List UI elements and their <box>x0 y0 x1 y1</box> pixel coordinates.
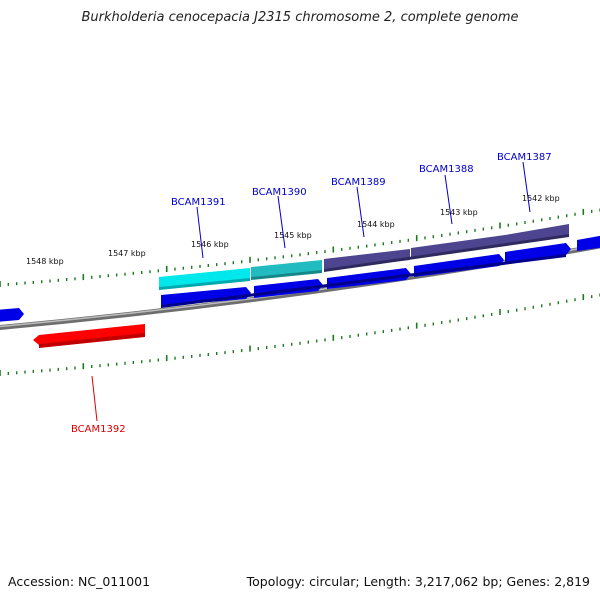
leader-bcam1388 <box>444 174 453 225</box>
label-bcam1389[interactable]: BCAM1389 <box>331 177 386 188</box>
cds-track <box>0 235 600 322</box>
gene-bcam1387-bar[interactable] <box>505 224 569 246</box>
cds-arrow-5[interactable] <box>505 243 571 263</box>
gene-bcam1392-bar[interactable] <box>33 324 145 345</box>
genome-title: Burkholderia cenocepacia J2315 chromosom… <box>81 10 519 25</box>
label-bcam1392[interactable]: BCAM1392 <box>71 424 126 435</box>
gene-bcam1390-bar[interactable] <box>251 260 322 278</box>
label-bcam1388[interactable]: BCAM1388 <box>419 164 474 175</box>
leader-bcam1389 <box>356 186 365 238</box>
gene-bcam1391-bar[interactable] <box>159 268 250 288</box>
gene-purple-shade <box>324 234 569 272</box>
gene-bcam1392-shade <box>39 333 145 348</box>
scale-label-1545: 1545 kbp <box>274 231 312 240</box>
forward-scale-ticks <box>0 208 600 287</box>
gene-leaders <box>91 161 531 422</box>
accession-text: Accession: NC_011001 <box>8 574 151 589</box>
scale-label-1543: 1543 kbp <box>440 208 478 217</box>
gene-bcam1390-shade <box>251 270 322 280</box>
label-bcam1387[interactable]: BCAM1387 <box>497 152 552 163</box>
leader-bcam1387 <box>522 161 531 213</box>
cds-arrow-7[interactable] <box>0 308 24 322</box>
reverse-scale-ticks <box>0 293 600 376</box>
scale-label-1542: 1542 kbp <box>522 194 560 203</box>
reverse-gene-track <box>33 324 145 348</box>
leader-bcam1390 <box>277 195 286 249</box>
label-bcam1390[interactable]: BCAM1390 <box>252 187 307 198</box>
leader-bcam1392 <box>91 375 98 422</box>
scale-label-1547: 1547 kbp <box>108 249 146 258</box>
cds-shade <box>161 254 566 308</box>
gene-labels: BCAM1391 BCAM1390 BCAM1389 BCAM1388 BCAM… <box>71 152 552 435</box>
cds-arrow-1[interactable] <box>161 287 251 306</box>
scale-labels: 1548 kbp 1547 kbp 1546 kbp 1545 kbp 1544… <box>26 194 560 266</box>
gene-track <box>159 224 569 290</box>
gene-bcam1391-shade <box>159 278 250 290</box>
label-bcam1391[interactable]: BCAM1391 <box>171 197 226 208</box>
cds-arrow-6[interactable] <box>577 235 600 251</box>
gene-bcam1388-bar[interactable] <box>411 235 505 259</box>
scale-label-1548: 1548 kbp <box>26 257 64 266</box>
leader-bcam1391 <box>196 206 204 259</box>
scale-label-1544: 1544 kbp <box>357 220 395 229</box>
scale-label-1546: 1546 kbp <box>191 240 229 249</box>
genome-summary-text: Topology: circular; Length: 3,217,062 bp… <box>246 574 590 589</box>
gene-bcam1389-bar[interactable] <box>324 249 410 270</box>
